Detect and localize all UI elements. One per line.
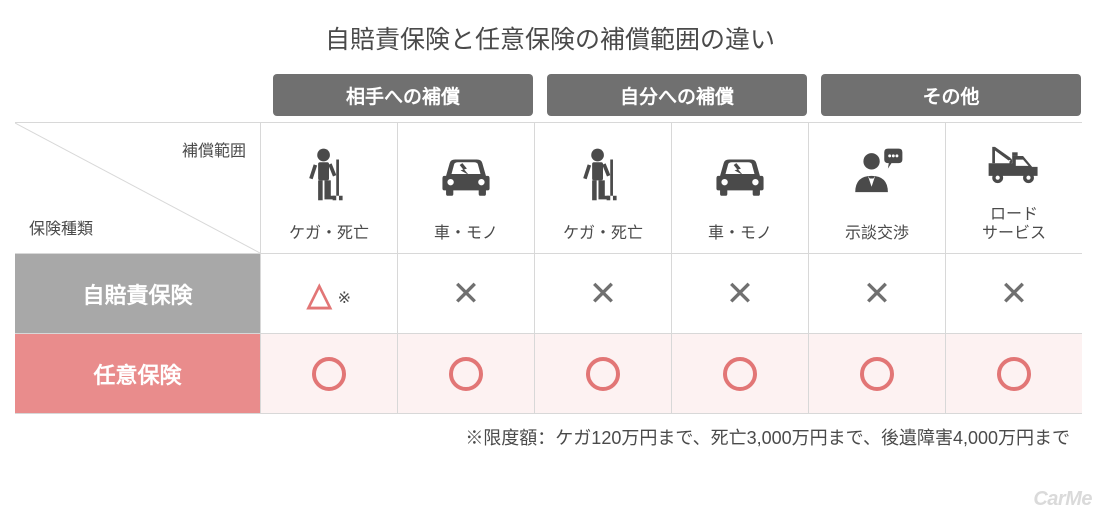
column-label: ロード サービス: [982, 206, 1046, 253]
data-cell: [808, 334, 945, 414]
negotiator-icon: [848, 145, 906, 203]
circle-symbol: [860, 357, 894, 391]
circle-symbol: [723, 357, 757, 391]
category-header-row: 相手への補償 自分への補償 その他: [273, 74, 1085, 116]
data-cell: [534, 334, 671, 414]
data-cell: ✕: [945, 254, 1082, 334]
column-label: ケガ・死亡: [289, 225, 369, 253]
corner-top-label: 補償範囲: [182, 137, 246, 161]
x-symbol: ✕: [1000, 274, 1029, 314]
category-header: 自分への補償: [547, 74, 807, 116]
circle-symbol: [312, 357, 346, 391]
x-symbol: ✕: [863, 274, 892, 314]
column-label: 示談交渉: [845, 225, 909, 253]
note-mark: ※: [338, 288, 351, 308]
x-symbol: ✕: [589, 274, 618, 314]
watermark: CarMe: [1033, 488, 1092, 511]
car-damage-icon: [437, 145, 495, 203]
data-cell: [945, 334, 1082, 414]
footnote: ※限度額：ケガ120万円まで、死亡3,000万円まで、後遺障害4,000万円まで: [15, 424, 1085, 450]
data-cell: [671, 334, 808, 414]
triangle-symbol: △: [307, 278, 332, 310]
column-label: ケガ・死亡: [563, 225, 643, 253]
comparison-table: 補償範囲 保険種類 ケガ・死亡: [15, 122, 1085, 414]
column-header: 車・モノ: [671, 122, 808, 254]
page-title: 自賠責保険と任意保険の補償範囲の違い: [15, 20, 1085, 56]
data-cell: ✕: [534, 254, 671, 334]
corner-cell: 補償範囲 保険種類: [15, 122, 260, 254]
tow-truck-icon: [985, 136, 1043, 194]
table-row: 自賠責保険 △ ※ ✕ ✕ ✕ ✕ ✕: [15, 254, 1085, 334]
car-damage-icon: [711, 145, 769, 203]
circle-symbol: [449, 357, 483, 391]
column-header: ケガ・死亡: [534, 122, 671, 254]
column-header: 車・モノ: [397, 122, 534, 254]
person-injury-icon: [300, 145, 358, 203]
category-header: 相手への補償: [273, 74, 533, 116]
column-header: 示談交渉: [808, 122, 945, 254]
person-injury-icon: [574, 145, 632, 203]
x-symbol: ✕: [452, 274, 481, 314]
data-cell: ✕: [808, 254, 945, 334]
column-label: 車・モノ: [434, 225, 498, 253]
category-header: その他: [821, 74, 1081, 116]
circle-symbol: [586, 357, 620, 391]
data-cell: △ ※: [260, 254, 397, 334]
data-cell: [397, 334, 534, 414]
data-cell: ✕: [397, 254, 534, 334]
circle-symbol: [997, 357, 1031, 391]
x-symbol: ✕: [726, 274, 755, 314]
row-label: 自賠責保険: [15, 254, 260, 334]
corner-bottom-label: 保険種類: [29, 215, 93, 239]
column-header: ロード サービス: [945, 122, 1082, 254]
column-header: ケガ・死亡: [260, 122, 397, 254]
table-row: 任意保険: [15, 334, 1085, 414]
data-cell: ✕: [671, 254, 808, 334]
column-label: 車・モノ: [708, 225, 772, 253]
row-label: 任意保険: [15, 334, 260, 414]
table-header-row: 補償範囲 保険種類 ケガ・死亡: [15, 122, 1085, 254]
data-cell: [260, 334, 397, 414]
